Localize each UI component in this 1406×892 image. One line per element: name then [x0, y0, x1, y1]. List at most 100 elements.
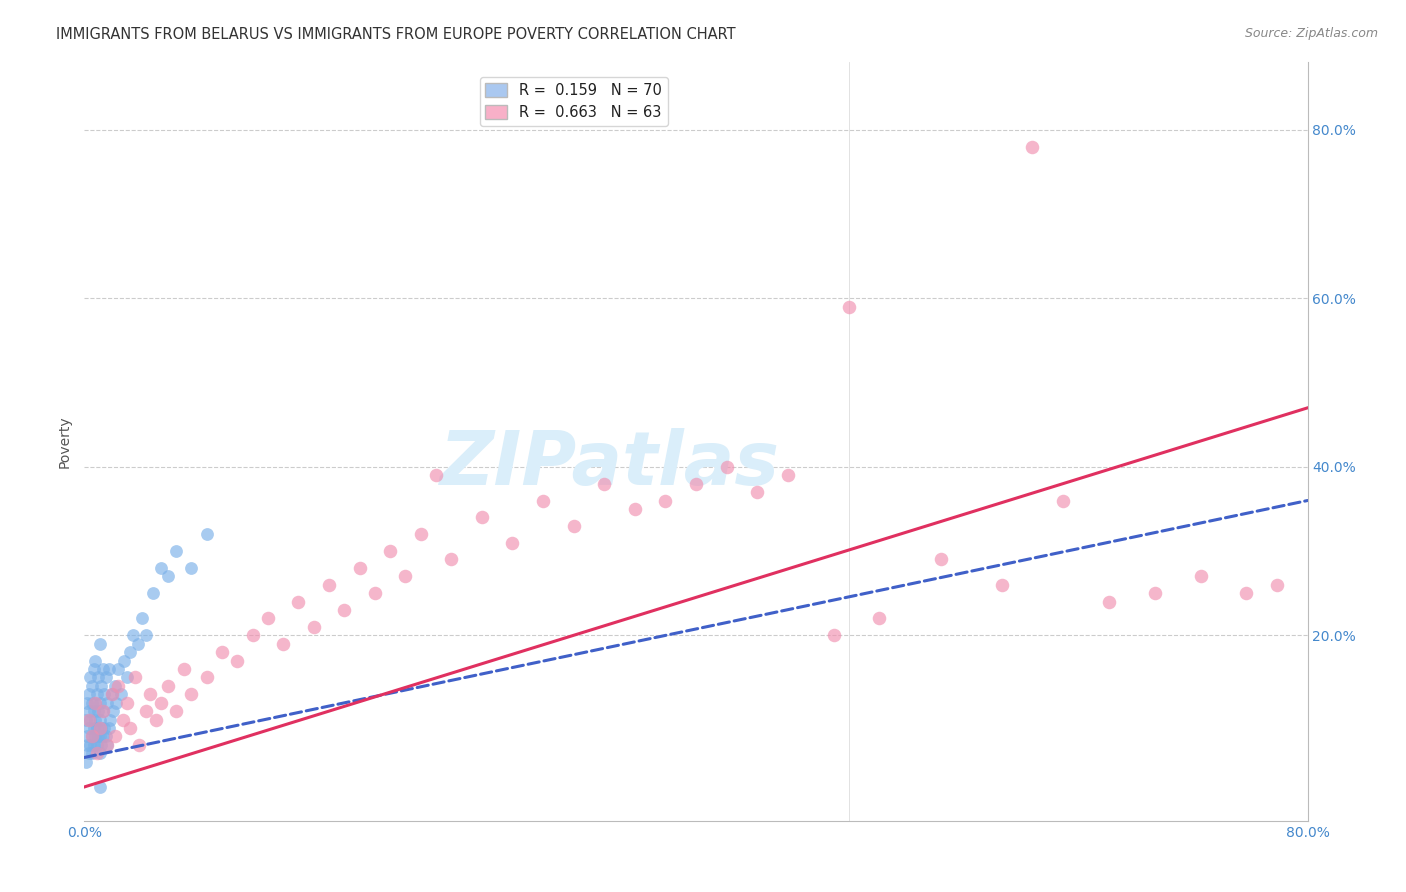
Point	[531, 493, 554, 508]
Point	[86, 746, 108, 760]
Point	[173, 662, 195, 676]
Point	[86, 738, 108, 752]
Point	[685, 476, 707, 491]
Point	[91, 704, 114, 718]
Point	[409, 527, 432, 541]
Point	[440, 552, 463, 566]
Point	[257, 611, 280, 625]
Point	[124, 670, 146, 684]
Point	[349, 561, 371, 575]
Point	[131, 611, 153, 625]
Point	[165, 544, 187, 558]
Point	[115, 696, 138, 710]
Point	[87, 730, 110, 744]
Point	[86, 687, 108, 701]
Point	[394, 569, 416, 583]
Point	[79, 670, 101, 684]
Point	[101, 687, 124, 701]
Point	[77, 687, 100, 701]
Point	[127, 637, 149, 651]
Point	[96, 738, 118, 752]
Point	[76, 730, 98, 744]
Point	[101, 687, 124, 701]
Point	[89, 780, 111, 794]
Point	[112, 654, 135, 668]
Point	[77, 704, 100, 718]
Point	[624, 502, 647, 516]
Y-axis label: Poverty: Poverty	[58, 416, 72, 467]
Point	[89, 713, 111, 727]
Point	[104, 730, 127, 744]
Point	[80, 696, 103, 710]
Point	[120, 645, 142, 659]
Point	[195, 527, 218, 541]
Point	[76, 696, 98, 710]
Point	[747, 485, 769, 500]
Point	[1021, 139, 1043, 153]
Point	[107, 662, 129, 676]
Point	[115, 670, 138, 684]
Point	[107, 679, 129, 693]
Point	[271, 637, 294, 651]
Point	[83, 738, 105, 752]
Point	[1098, 594, 1121, 608]
Point	[110, 687, 132, 701]
Point	[93, 687, 115, 701]
Point	[145, 713, 167, 727]
Point	[180, 687, 202, 701]
Point	[94, 670, 117, 684]
Point	[120, 721, 142, 735]
Point	[77, 721, 100, 735]
Point	[75, 755, 97, 769]
Point	[302, 620, 325, 634]
Point	[838, 300, 860, 314]
Point	[91, 662, 114, 676]
Point	[128, 738, 150, 752]
Point	[93, 721, 115, 735]
Point	[318, 578, 340, 592]
Point	[89, 637, 111, 651]
Point	[86, 721, 108, 735]
Point	[89, 696, 111, 710]
Point	[142, 586, 165, 600]
Text: ZIPatlas: ZIPatlas	[440, 428, 780, 500]
Point	[84, 654, 107, 668]
Point	[89, 721, 111, 735]
Point	[716, 459, 738, 474]
Point	[135, 628, 157, 642]
Point	[562, 518, 585, 533]
Point	[103, 704, 125, 718]
Point	[333, 603, 356, 617]
Legend: R =  0.159   N = 70, R =  0.663   N = 63: R = 0.159 N = 70, R = 0.663 N = 63	[479, 78, 668, 127]
Point	[149, 561, 172, 575]
Point	[929, 552, 952, 566]
Point	[425, 468, 447, 483]
Point	[79, 713, 101, 727]
Point	[96, 738, 118, 752]
Point	[111, 713, 134, 727]
Point	[105, 696, 128, 710]
Point	[380, 544, 402, 558]
Point	[77, 746, 100, 760]
Point	[104, 679, 127, 693]
Point	[287, 594, 309, 608]
Point	[87, 670, 110, 684]
Point	[83, 662, 105, 676]
Point	[180, 561, 202, 575]
Point	[149, 696, 172, 710]
Point	[90, 721, 112, 735]
Point	[89, 746, 111, 760]
Point	[96, 696, 118, 710]
Point	[83, 704, 105, 718]
Point	[211, 645, 233, 659]
Point	[195, 670, 218, 684]
Point	[87, 704, 110, 718]
Point	[98, 713, 121, 727]
Point	[75, 713, 97, 727]
Point	[90, 738, 112, 752]
Point	[1265, 578, 1288, 592]
Point	[84, 713, 107, 727]
Point	[1236, 586, 1258, 600]
Point	[122, 628, 145, 642]
Point	[364, 586, 387, 600]
